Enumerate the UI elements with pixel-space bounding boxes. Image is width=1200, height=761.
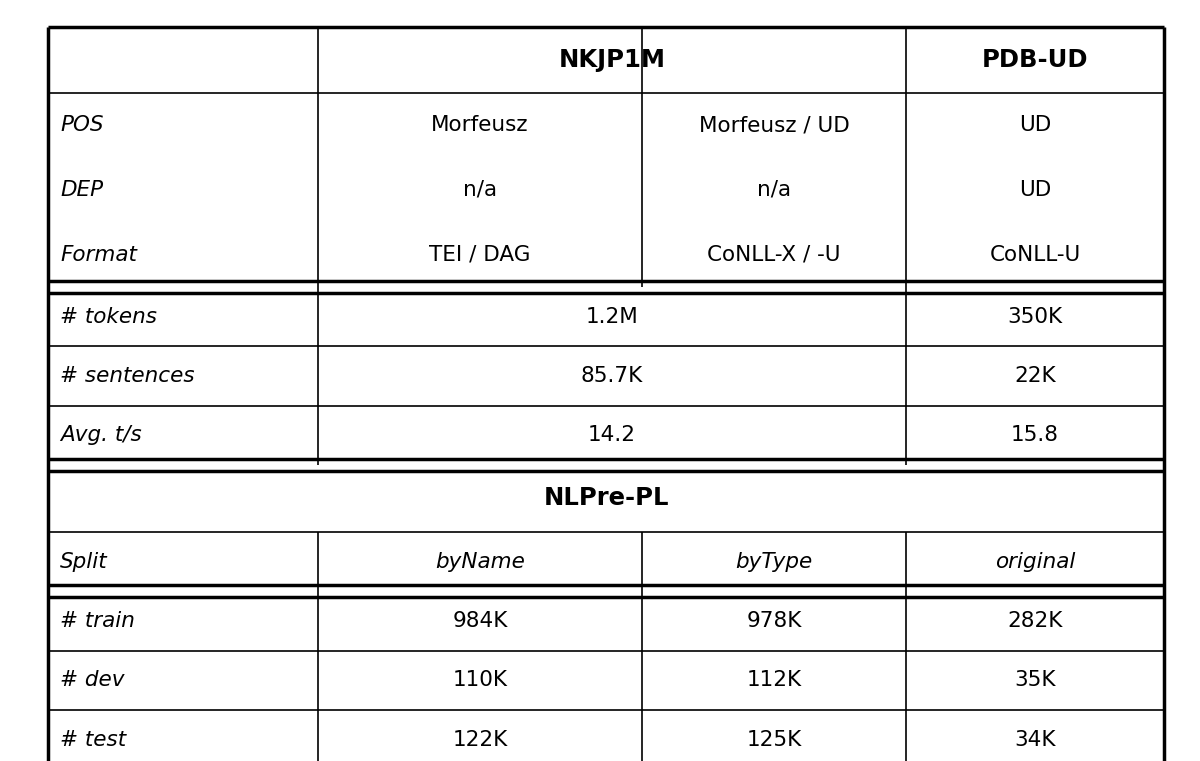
Text: 282K: 282K <box>1007 611 1063 631</box>
Text: byName: byName <box>436 552 524 572</box>
Text: POS: POS <box>60 115 103 135</box>
Text: UD: UD <box>1019 180 1051 200</box>
Text: NKJP1M: NKJP1M <box>558 48 666 72</box>
Text: n/a: n/a <box>463 180 497 200</box>
Text: # sentences: # sentences <box>60 366 194 386</box>
Text: 350K: 350K <box>1008 307 1062 326</box>
Text: # tokens: # tokens <box>60 307 157 326</box>
Text: CoNLL-X / -U: CoNLL-X / -U <box>707 244 841 265</box>
Text: original: original <box>995 552 1075 572</box>
Text: UD: UD <box>1019 115 1051 135</box>
Text: PDB-UD: PDB-UD <box>982 48 1088 72</box>
Text: 112K: 112K <box>746 670 802 690</box>
Text: 14.2: 14.2 <box>588 425 636 445</box>
Text: n/a: n/a <box>757 180 791 200</box>
Text: Avg. t/s: Avg. t/s <box>60 425 142 445</box>
Text: 110K: 110K <box>452 670 508 690</box>
Text: # test: # test <box>60 730 126 750</box>
Text: 35K: 35K <box>1014 670 1056 690</box>
Text: 122K: 122K <box>452 730 508 750</box>
Text: 34K: 34K <box>1014 730 1056 750</box>
Text: TEI / DAG: TEI / DAG <box>430 244 530 265</box>
Text: Split: Split <box>60 552 108 572</box>
Text: byType: byType <box>736 552 812 572</box>
Text: Morfeusz / UD: Morfeusz / UD <box>698 115 850 135</box>
Text: # dev: # dev <box>60 670 125 690</box>
Text: NLPre-PL: NLPre-PL <box>544 486 668 511</box>
Text: 978K: 978K <box>746 611 802 631</box>
Text: # train: # train <box>60 611 134 631</box>
Text: DEP: DEP <box>60 180 103 200</box>
Text: 984K: 984K <box>452 611 508 631</box>
Text: 85.7K: 85.7K <box>581 366 643 386</box>
Text: Format: Format <box>60 244 137 265</box>
Text: 22K: 22K <box>1014 366 1056 386</box>
Text: 1.2M: 1.2M <box>586 307 638 326</box>
Text: 15.8: 15.8 <box>1010 425 1060 445</box>
Text: Morfeusz: Morfeusz <box>431 115 529 135</box>
Text: 125K: 125K <box>746 730 802 750</box>
Text: CoNLL-U: CoNLL-U <box>989 244 1081 265</box>
